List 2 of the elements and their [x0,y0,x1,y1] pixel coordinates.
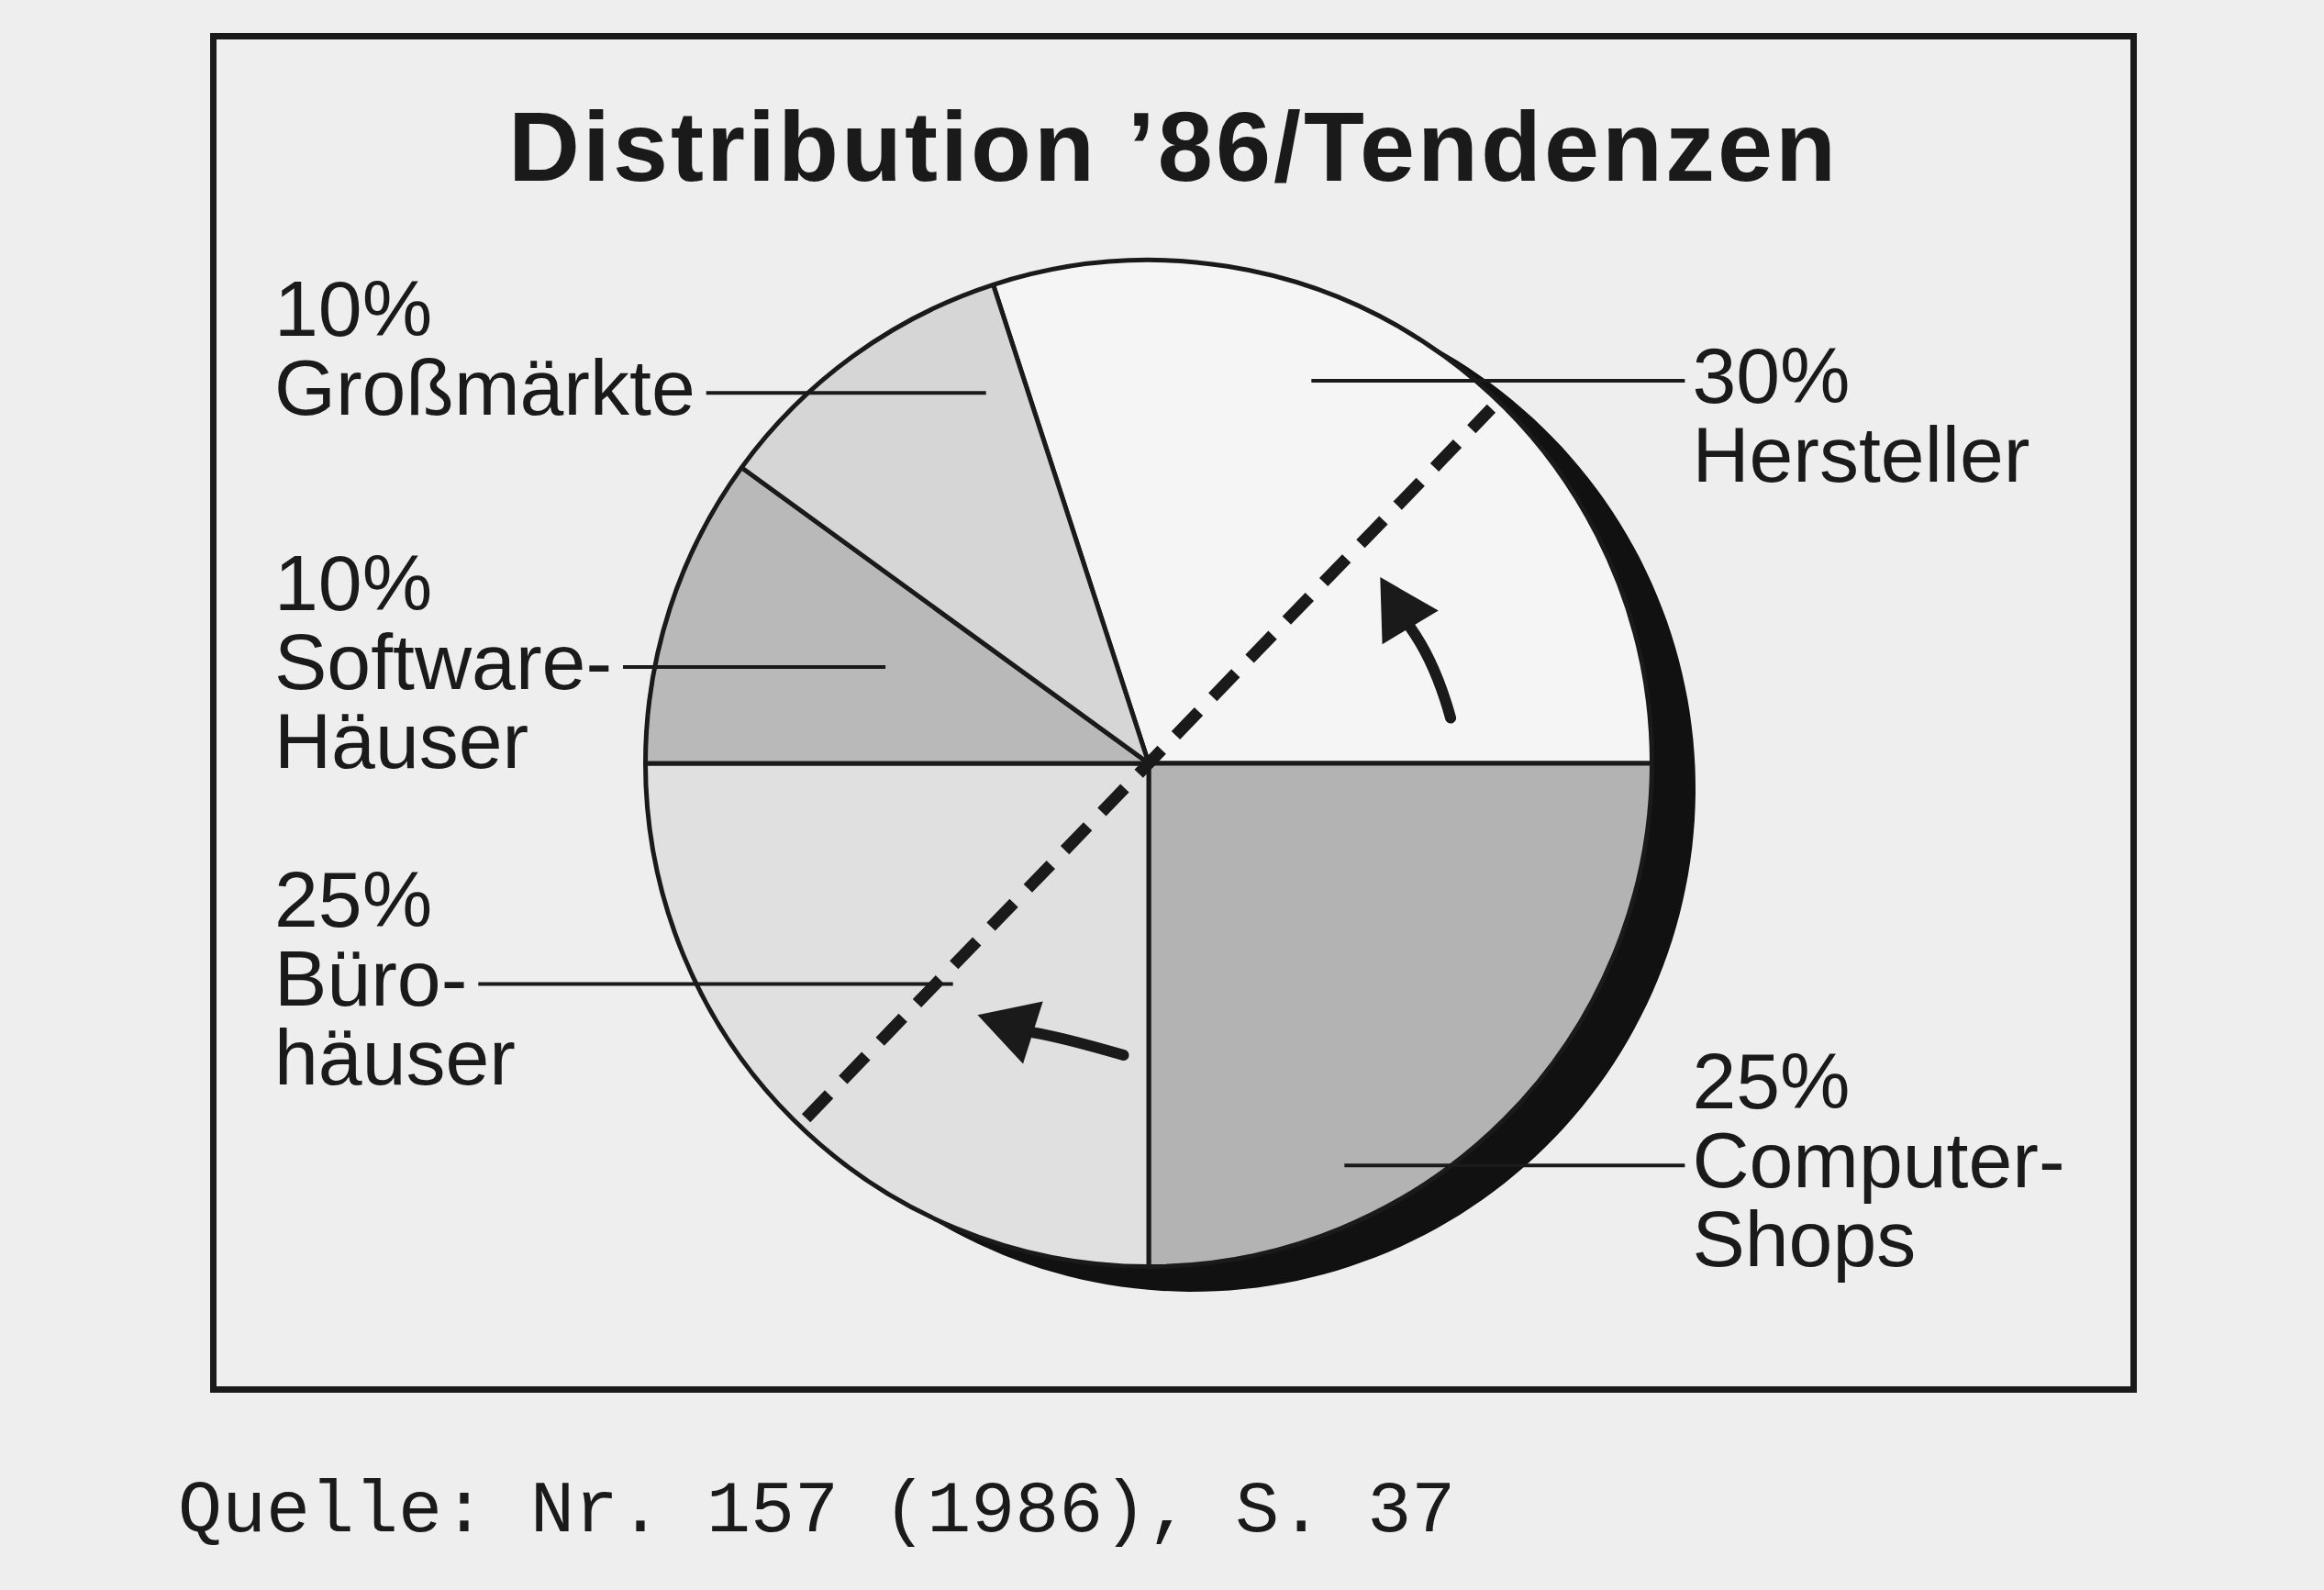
source-note: Quelle: Nr. 157 (1986), S. 37 [178,1470,1456,1553]
chart-title: Distribution ’86/Tendenzen [506,90,1840,204]
